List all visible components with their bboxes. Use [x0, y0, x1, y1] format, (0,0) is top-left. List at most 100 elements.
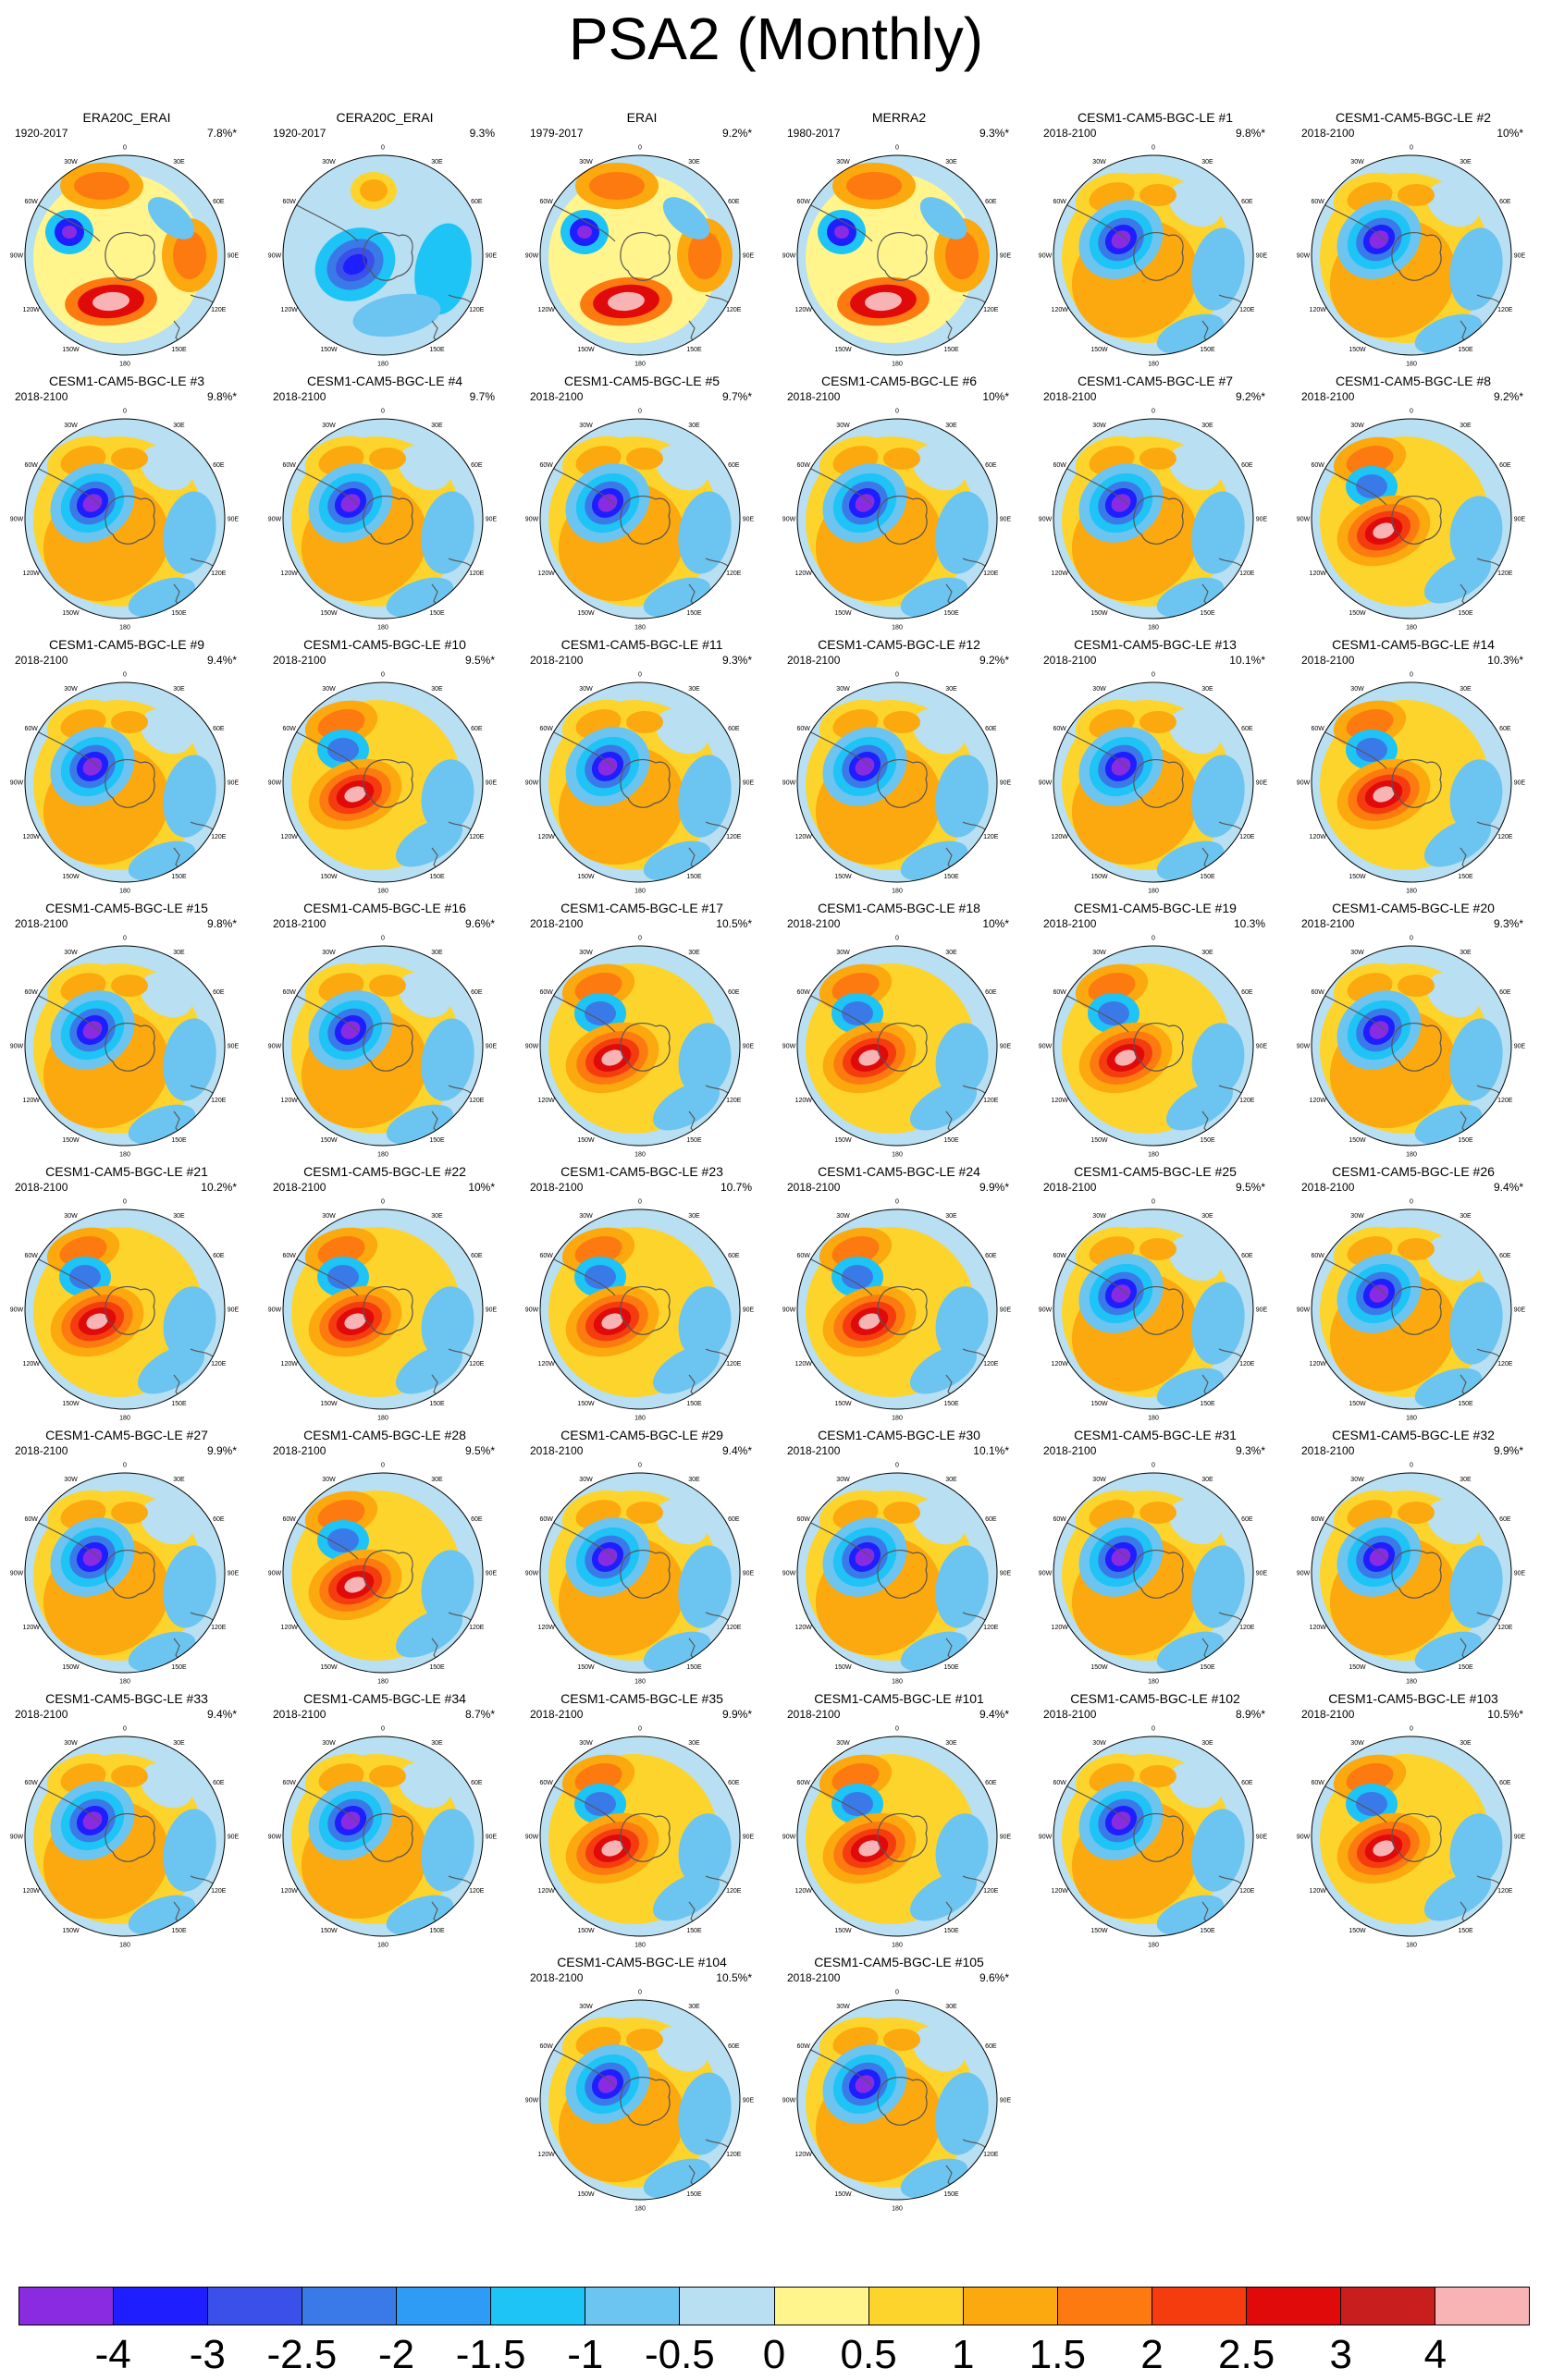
longitude-label: 150W [834, 1137, 852, 1144]
colorbar-swatch [868, 2288, 964, 2325]
antarctica-coastline [363, 1286, 413, 1335]
anomaly-contour [834, 226, 849, 239]
longitude-label: 30E [431, 423, 443, 429]
map-border [24, 1208, 226, 1410]
australia-coastline [705, 1612, 729, 1621]
anomaly-contour [883, 448, 920, 470]
longitude-label: 150E [686, 610, 702, 617]
anomaly-contour [1191, 1023, 1245, 1097]
longitude-label: 90W [10, 1571, 24, 1577]
polar-map: 0 30E 60E 90E 120E 150E 180 150W 120W 90W 60W 30W [10, 409, 240, 632]
longitude-label: 90W [525, 253, 539, 260]
australia-coastline [1476, 821, 1500, 830]
polar-map: 0 30E 60E 90E 120E 150E 180 150W 120W 90W 60W 30W [1039, 1726, 1268, 1949]
longitude-label: 30W [1350, 1477, 1364, 1483]
panel-period: 2018-2100 [1301, 127, 1355, 140]
antarctica-coastline [1133, 1813, 1184, 1862]
anomaly-contour [1111, 1811, 1131, 1830]
polar-map: 0 30E 60E 90E 120E 150E 180 150W 120W 90W 60W 30W [782, 1990, 1012, 2213]
longitude-label: 120W [795, 1888, 813, 1895]
longitude-label: 150E [686, 347, 702, 353]
longitude-label: 0 [638, 145, 642, 152]
longitude-label: 60E [471, 1253, 483, 1259]
map-border [282, 1736, 484, 1937]
map-panel: CESM1-CAM5-BGC-LE #17 2018-2100 10.5%* 0 30E… [519, 901, 765, 1161]
panel-title: CESM1-CAM5-BGC-LE #6 [820, 374, 978, 388]
longitude-label: 30E [431, 1477, 443, 1483]
longitude-label: 120W [1052, 1888, 1069, 1895]
longitude-label: 60E [728, 726, 740, 732]
longitude-label: 90E [486, 1044, 498, 1050]
longitude-label: 30E [688, 686, 700, 693]
map-border [796, 1999, 998, 2201]
longitude-label: 0 [895, 145, 899, 152]
longitude-label: 60E [213, 726, 225, 732]
longitude-label: 150W [1349, 1664, 1366, 1671]
south-america-coastline [551, 1785, 616, 1823]
longitude-label: 150E [1200, 610, 1215, 617]
longitude-label: 120E [469, 570, 485, 577]
anomaly-contour [1168, 708, 1222, 754]
map-panel: CESM1-CAM5-BGC-LE #101 2018-2100 9.4%* 0 30E… [776, 1691, 1022, 1952]
longitude-label: 90E [228, 780, 240, 787]
longitude-label: 90W [525, 1307, 539, 1314]
longitude-label: 90E [743, 1571, 755, 1577]
longitude-label: 30E [1201, 423, 1213, 429]
longitude-label: 90W [1297, 1571, 1311, 1577]
south-america-coastline [294, 1785, 359, 1823]
longitude-label: 150W [1349, 1137, 1366, 1144]
map-border [282, 945, 484, 1147]
longitude-label: 60E [213, 462, 225, 469]
map-panel: CESM1-CAM5-BGC-LE #4 2018-2100 9.7% 0 30E 60E… [262, 374, 508, 634]
anomaly-contour [1139, 1765, 1176, 1787]
longitude-label: 150E [1458, 347, 1473, 353]
panel-variance: 9.9%* [1493, 1444, 1523, 1457]
colorbar-swatch [491, 2288, 586, 2325]
anomaly-contour [111, 711, 148, 733]
map-border [1311, 418, 1512, 620]
longitude-label: 30E [688, 2004, 700, 2010]
anomaly-contour [842, 1001, 873, 1025]
map-panel: CESM1-CAM5-BGC-LE #23 2018-2100 10.7% 0 30E 6… [519, 1164, 765, 1425]
longitude-label: 90E [1000, 780, 1012, 787]
australia-coastline [448, 1348, 472, 1357]
anomaly-contour [1168, 181, 1222, 227]
longitude-label: 90E [486, 1571, 498, 1577]
panel-title: CESM1-CAM5-BGC-LE #12 [818, 637, 980, 652]
anomaly-contour [1191, 1282, 1245, 1365]
map-panel: CESM1-CAM5-BGC-LE #13 2018-2100 10.1%* 0 30E… [1032, 637, 1278, 898]
panel-variance: 9.5%* [1235, 1181, 1265, 1194]
panel-variance: 9.5%* [464, 1444, 495, 1457]
longitude-label: 60E [985, 1516, 997, 1523]
anomaly-contour [1168, 1762, 1222, 1809]
anomaly-contour [1139, 1502, 1176, 1524]
south-america-coastline [1065, 203, 1129, 242]
longitude-label: 90E [228, 1571, 240, 1577]
longitude-label: 30W [1350, 159, 1364, 166]
longitude-label: 0 [123, 1463, 127, 1469]
longitude-label: 30E [945, 686, 957, 693]
anomaly-contour [1139, 1238, 1176, 1260]
polar-map: 0 30E 60E 90E 120E 150E 180 150W 120W 90W 60W 30W [268, 145, 498, 368]
colorbar-swatch [774, 2288, 869, 2325]
map-panel: CESM1-CAM5-BGC-LE #31 2018-2100 9.3%* 0 30E 6… [1032, 1428, 1278, 1688]
longitude-label: 120E [211, 1361, 227, 1368]
panel-variance: 9.4%* [206, 654, 237, 667]
anomaly-contour [111, 975, 148, 997]
longitude-label: 0 [123, 145, 127, 152]
south-america-coastline [294, 994, 359, 1033]
longitude-label: 90W [1039, 1307, 1053, 1314]
longitude-label: 90E [743, 2098, 755, 2104]
colorbar-swatch [1340, 2288, 1435, 2325]
longitude-label: 30E [173, 159, 185, 166]
australia-coastline [190, 1875, 214, 1884]
longitude-label: 120E [1239, 1888, 1255, 1895]
australia-coastline [1218, 558, 1242, 567]
longitude-label: 90W [782, 2098, 796, 2104]
longitude-label: 30W [1092, 950, 1106, 956]
longitude-label: 60W [539, 726, 553, 732]
map-border [539, 1736, 741, 1937]
longitude-label: 30E [173, 950, 185, 956]
longitude-label: 90E [1514, 1571, 1526, 1577]
longitude-label: 0 [895, 672, 899, 679]
